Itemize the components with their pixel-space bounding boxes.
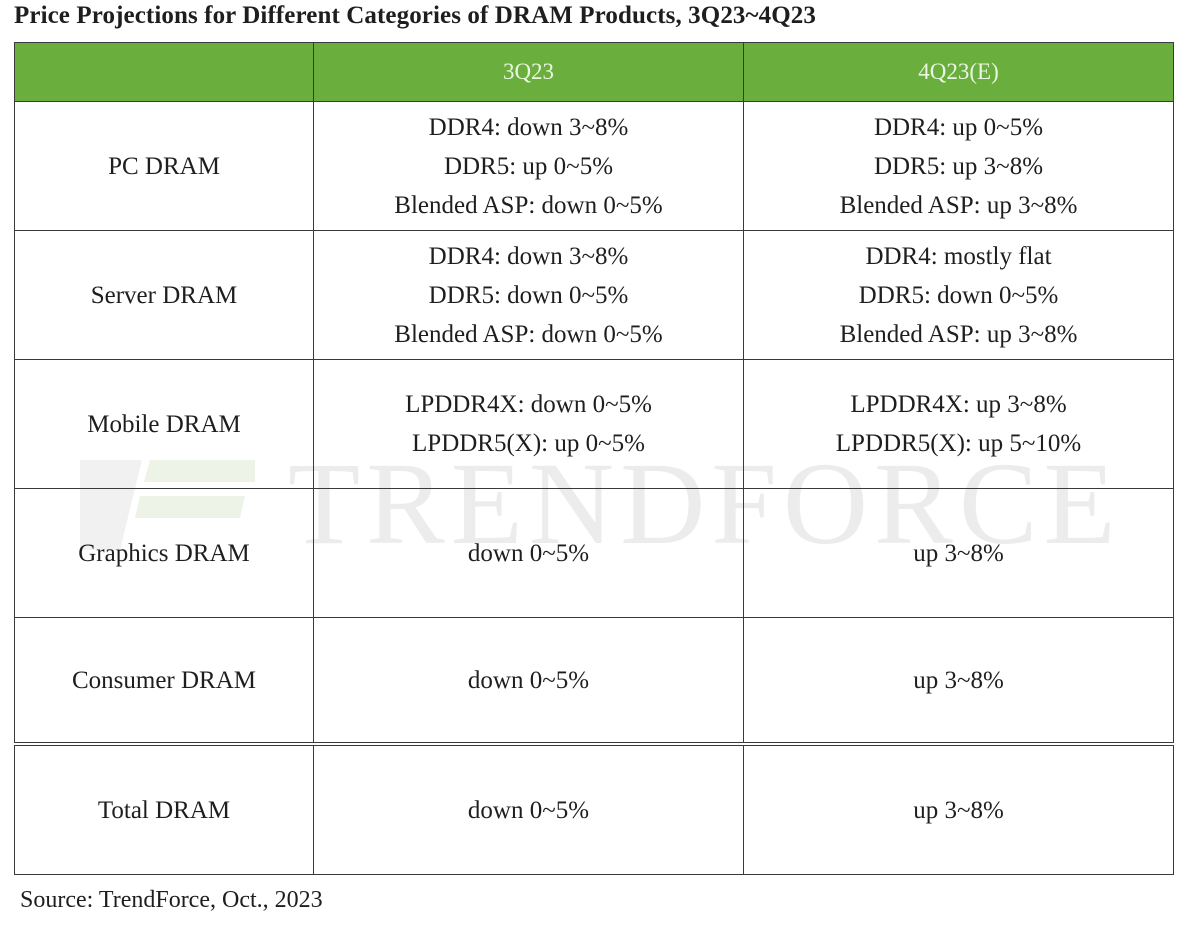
category-cell: PC DRAM xyxy=(14,101,314,231)
projection-3q23-cell: LPDDR4X: down 0~5% LPDDR5(X): up 0~5% xyxy=(313,359,744,489)
header-4q23: 4Q23(E) xyxy=(743,42,1174,102)
projection-4q23-cell: up 3~8% xyxy=(743,488,1174,618)
header-category xyxy=(14,42,314,102)
projection-line: down 0~5% xyxy=(467,539,590,567)
projection-line: down 0~5% xyxy=(467,796,590,824)
table-row: Consumer DRAM down 0~5% up 3~8% xyxy=(14,617,1174,746)
table-row: Server DRAM DDR4: down 3~8% DDR5: down 0~5… xyxy=(14,230,1174,360)
table-header-row: 3Q23 4Q23(E) xyxy=(14,42,1174,102)
projection-3q23-cell: DDR4: down 3~8% DDR5: down 0~5% Blended AS… xyxy=(313,230,744,360)
projection-line: DDR4: down 3~8% xyxy=(428,242,629,270)
projection-line: up 3~8% xyxy=(913,796,1004,824)
projection-4q23-cell: DDR4: mostly flat DDR5: down 0~5% Blended … xyxy=(743,230,1174,360)
table-title: Price Projections for Different Categori… xyxy=(14,2,816,29)
projection-line: down 0~5% xyxy=(467,666,590,694)
projection-line: Blended ASP: down 0~5% xyxy=(394,320,663,348)
header-3q23: 3Q23 xyxy=(313,42,744,102)
projection-line: DDR4: down 3~8% xyxy=(428,113,629,141)
table-row: Graphics DRAM down 0~5% up 3~8% xyxy=(14,488,1174,618)
table-row: Mobile DRAM LPDDR4X: down 0~5% LPDDR5(X): … xyxy=(14,359,1174,489)
projection-line: Blended ASP: up 3~8% xyxy=(839,320,1078,348)
projection-line: LPDDR4X: down 0~5% xyxy=(405,391,652,418)
table-row: Total DRAM down 0~5% up 3~8% xyxy=(14,743,1174,875)
projection-line: DDR4: mostly flat xyxy=(865,242,1052,270)
projection-line: DDR5: up 0~5% xyxy=(443,152,614,180)
projection-line: LPDDR5(X): up 5~10% xyxy=(835,430,1082,457)
projection-line: up 3~8% xyxy=(913,539,1004,567)
projection-line: DDR5: down 0~5% xyxy=(428,281,629,309)
projection-3q23-cell: down 0~5% xyxy=(313,617,744,746)
category-cell: Server DRAM xyxy=(14,230,314,360)
projection-line: DDR5: down 0~5% xyxy=(858,281,1059,309)
projection-4q23-cell: up 3~8% xyxy=(743,743,1174,875)
projection-line: DDR4: up 0~5% xyxy=(873,113,1044,141)
projection-line: LPDDR4X: up 3~8% xyxy=(850,391,1067,418)
projection-4q23-cell: LPDDR4X: up 3~8% LPDDR5(X): up 5~10% xyxy=(743,359,1174,489)
projection-line: Blended ASP: up 3~8% xyxy=(839,191,1078,219)
projection-4q23-cell: DDR4: up 0~5% DDR5: up 3~8% Blended ASP: u… xyxy=(743,101,1174,231)
category-cell: Consumer DRAM xyxy=(14,617,314,746)
projection-line: DDR5: up 3~8% xyxy=(873,152,1044,180)
source-note: Source: TrendForce, Oct., 2023 xyxy=(20,887,323,913)
projection-line: LPDDR5(X): up 0~5% xyxy=(412,430,645,457)
dram-price-table: 3Q23 4Q23(E) PC DRAM DDR4: down 3~8% DDR5:… xyxy=(14,42,1174,875)
projection-line: up 3~8% xyxy=(913,666,1004,694)
projection-3q23-cell: down 0~5% xyxy=(313,488,744,618)
category-cell: Mobile DRAM xyxy=(14,359,314,489)
projection-line: Blended ASP: down 0~5% xyxy=(394,191,663,219)
projection-4q23-cell: up 3~8% xyxy=(743,617,1174,746)
table-row: PC DRAM DDR4: down 3~8% DDR5: up 0~5% Blend… xyxy=(14,101,1174,231)
projection-3q23-cell: down 0~5% xyxy=(313,743,744,875)
category-cell: Graphics DRAM xyxy=(14,488,314,618)
category-cell: Total DRAM xyxy=(14,743,314,875)
projection-3q23-cell: DDR4: down 3~8% DDR5: up 0~5% Blended ASP:… xyxy=(313,101,744,231)
